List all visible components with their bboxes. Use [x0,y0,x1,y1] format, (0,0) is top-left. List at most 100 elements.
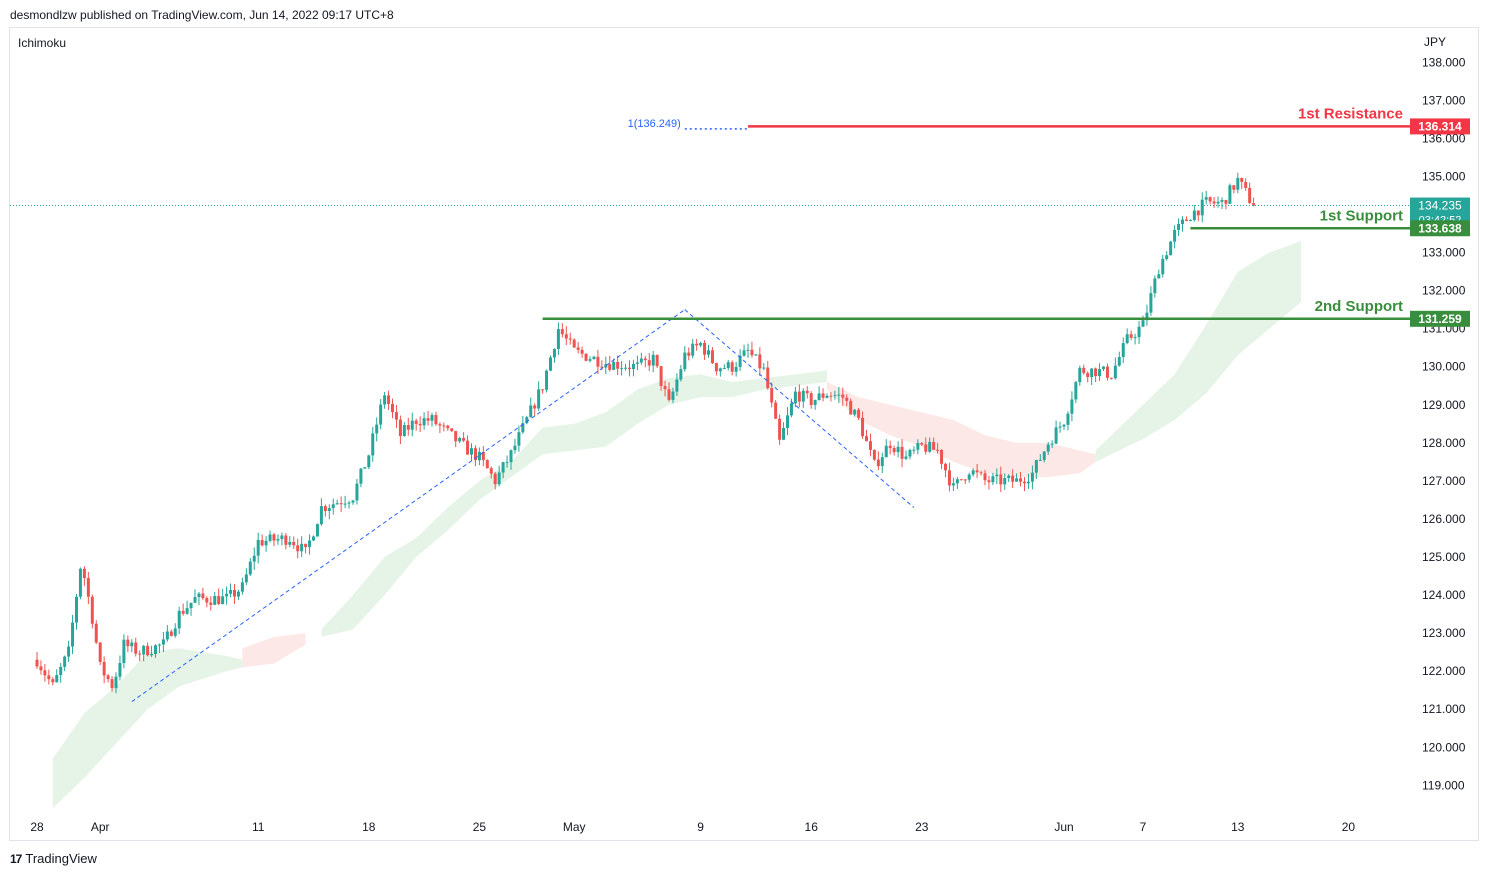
candle-body [501,462,505,473]
candle-body [963,479,967,481]
candle-body [1015,478,1019,482]
chart-annotations: 1(136.249)134.23503:42:521st Resistance1… [10,105,1470,703]
y-tick-label: 129.000 [1422,398,1466,412]
candle-body [1058,426,1062,428]
candle-body [327,508,331,511]
level-price-badge[interactable] [1410,118,1470,135]
candle-body [521,423,525,433]
candle-body [225,593,229,597]
candle-body [339,503,343,505]
candle-body [67,646,71,657]
candle-body [398,419,402,437]
candle-body [782,427,786,440]
candle-body [130,642,134,647]
y-tick-label: 130.000 [1422,360,1466,374]
indicator-label[interactable]: Ichimoku [18,36,67,50]
candle-body [1157,274,1161,279]
candle-body [774,402,778,419]
candle-body [944,463,947,471]
candle-body [876,459,880,467]
y-tick-label: 128.000 [1422,436,1466,450]
pattern-trendline [684,309,915,508]
candle-body [738,355,742,367]
chart-frame[interactable] [9,27,1479,841]
candle-body [817,393,821,400]
candle-body [438,424,442,426]
candle-body [710,350,714,364]
candle-body [635,362,639,364]
candle-body [730,362,734,372]
candle-body [264,540,268,546]
candle-body [1220,200,1224,202]
candle-body [1046,444,1050,452]
candle-body [233,589,236,597]
candle-body [146,645,150,656]
candle-body [549,357,552,371]
candle-body [450,428,454,432]
candle-body [1153,278,1157,294]
candle-body [165,631,169,640]
level-price-badge[interactable] [1410,220,1470,237]
candle-body [1165,255,1169,260]
candle-body [991,476,995,483]
candle-body [639,358,643,363]
candle-body [742,350,746,356]
candle-body [714,363,718,372]
candle-body [402,425,406,437]
candle-body [458,438,462,442]
candle-body [177,610,181,629]
level-price-badge[interactable] [1410,310,1470,327]
candle-body [169,631,173,636]
candle-body [951,483,955,486]
candle-body [304,543,308,548]
candle-body [1149,293,1153,313]
candle-body [1145,312,1149,321]
candle-body [1098,369,1102,377]
candle-body [900,446,904,459]
candle-body [754,354,758,356]
candle-body [691,343,695,356]
candle-body [442,425,446,427]
candle-body [379,404,383,425]
bearish-cloud [242,633,306,668]
candle-body [888,445,892,448]
candle-body [308,540,312,548]
candle-body [592,356,596,360]
candle-body [1169,241,1173,256]
footer-brand[interactable]: 17 TradingView [10,851,97,866]
candle-body [920,443,924,445]
candle-body [936,449,940,451]
level-price-label: 136.314 [1418,119,1462,133]
candle-body [608,364,612,370]
publication-header: desmondlzw published on TradingView.com,… [10,8,394,22]
candle-body [134,642,138,654]
x-tick-label: 7 [1140,820,1147,834]
candle-body [292,541,296,546]
candle-body [331,504,335,509]
candle-body [1050,443,1054,445]
candle-body [517,432,521,446]
candle-body [161,639,165,645]
candle-body [51,679,55,683]
candle-body [1019,478,1023,482]
candle-body [880,457,884,467]
x-tick-label: 18 [362,820,376,834]
candle-body [319,506,323,525]
candle-body [173,628,177,636]
bullish-cloud [321,370,827,637]
currency-label: JPY [1424,35,1447,49]
candle-body [568,338,572,340]
candle-body [1161,259,1165,275]
fib-marker-label: 1(136.249) [628,118,681,130]
candle-body [1062,424,1066,427]
candle-body [106,675,110,680]
candle-body [1094,368,1098,377]
candle-body [1129,334,1133,338]
candle-body [142,645,146,655]
candle-body [979,472,983,474]
candle-body [489,468,493,474]
candle-body [821,393,825,398]
candle-body [596,356,600,367]
candle-body [114,676,118,689]
